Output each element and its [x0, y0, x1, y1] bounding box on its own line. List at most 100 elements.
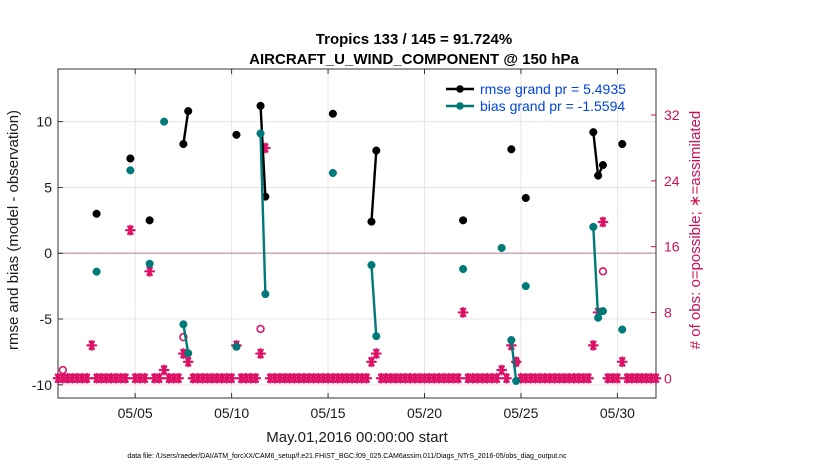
- assimilated-obs-marker: [182, 356, 194, 368]
- y-tick-label: -5: [40, 311, 53, 327]
- rmse-point: [126, 154, 135, 163]
- assimilated-obs-marker: [370, 348, 382, 359]
- assimilated-obs-marker: [650, 372, 662, 384]
- possible-obs-marker: [58, 365, 68, 375]
- x-tick-label: 05/25: [503, 405, 538, 421]
- assimilated-obs-marker: [491, 372, 503, 384]
- footnote: data file: /Users/raeder/DAI/ATM_forcXX/…: [127, 453, 567, 460]
- bias-point: [594, 313, 603, 322]
- series-segment: [592, 132, 600, 176]
- bias-point: [598, 307, 608, 316]
- assimilated-obs-marker: [86, 339, 98, 351]
- rmse-point: [372, 146, 381, 155]
- legend-bias-label: bias grand pr = -1.5594: [480, 98, 625, 114]
- series-segment: [370, 150, 378, 222]
- bias-point: [261, 289, 270, 299]
- y2-tick-label: 32: [664, 107, 680, 123]
- assimilated-obs-marker: [81, 372, 93, 384]
- assimilated-obs-marker: [452, 372, 464, 384]
- rmse-point: [367, 217, 376, 226]
- series-segment: [259, 105, 267, 197]
- legend-marker: [456, 85, 464, 93]
- bias-point: [459, 264, 468, 274]
- bias-point: [256, 129, 265, 138]
- assimilated-obs-marker: [139, 372, 151, 384]
- assimilated-obs-marker: [583, 372, 594, 384]
- bias-point: [521, 282, 530, 291]
- y-tick-label: 0: [44, 245, 52, 261]
- y2-tick-label: 16: [664, 239, 680, 255]
- series-segment: [370, 265, 378, 337]
- rmse-point: [328, 109, 337, 118]
- rmse-point: [92, 209, 101, 218]
- bias-point: [92, 267, 101, 276]
- rmse-point: [459, 216, 468, 225]
- bias-point: [497, 243, 506, 253]
- bias-point: [512, 376, 521, 385]
- chart-subtitle: AIRCRAFT_U_WIND_COMPONENT @ 150 hPa: [249, 51, 579, 68]
- bias-point: [618, 325, 627, 334]
- y-tick-label: 10: [36, 114, 52, 130]
- assimilated-obs-marker: [250, 372, 262, 384]
- rmse-point: [589, 128, 598, 137]
- x-tick-label: 05/20: [407, 405, 442, 421]
- assimilated-obs-marker: [158, 364, 170, 376]
- assimilated-obs-marker: [255, 348, 266, 359]
- assimilated-obs-marker: [144, 265, 156, 277]
- y-tick-label: -10: [32, 377, 52, 393]
- series-segment: [592, 226, 600, 318]
- assimilated-obs-marker: [120, 372, 131, 384]
- assimilated-obs-marker: [501, 372, 512, 384]
- assimilated-obs-marker: [612, 372, 623, 384]
- series-segment: [182, 324, 190, 354]
- x-tick-label: 05/10: [214, 405, 249, 421]
- rmse-point: [184, 107, 193, 116]
- rmse-point: [256, 101, 265, 110]
- x-tick-label: 05/15: [311, 405, 346, 421]
- assimilated-obs-marker: [496, 364, 508, 376]
- assimilated-obs-marker: [597, 216, 609, 228]
- y-axis-label: rmse and bias (model - observation): [5, 110, 22, 350]
- possible-obs-marker: [256, 324, 265, 334]
- assimilated-obs-marker: [124, 224, 136, 236]
- bias-point: [589, 222, 598, 231]
- possible-obs-marker: [179, 332, 188, 342]
- bias-point: [145, 259, 154, 268]
- assimilated-obs-marker: [366, 356, 377, 368]
- assimilated-obs-marker: [173, 372, 184, 384]
- series-segment: [510, 339, 518, 382]
- bias-point: [328, 168, 337, 178]
- plot-frame: [57, 68, 657, 399]
- assimilated-obs-marker: [226, 372, 238, 384]
- bias-point: [179, 320, 188, 329]
- bias-point: [160, 117, 169, 126]
- rmse-point: [507, 145, 516, 154]
- data-series: [92, 101, 627, 385]
- rmse-point: [598, 161, 608, 170]
- axes: 05/05 05/10 05/15 05/20 05/25 05/30 -10 -5 0 5 10 0…: [32, 68, 680, 421]
- rmse-point: [232, 130, 241, 139]
- series-segment: [182, 110, 190, 145]
- rmse-point: [521, 193, 530, 203]
- possible-obs-marker: [598, 267, 608, 276]
- bias-point: [232, 342, 241, 351]
- bias-point: [126, 166, 135, 175]
- chart-title: Tropics 133 / 145 = 91.724%: [316, 31, 512, 48]
- x-axis-label: May.01,2016 00:00:00 start: [266, 429, 448, 446]
- assimilated-obs-marker: [361, 372, 373, 384]
- legend-rmse-label: rmse grand pr = 5.4935: [480, 81, 626, 97]
- rmse-point: [145, 216, 154, 225]
- legend-marker: [456, 102, 464, 110]
- x-tick-label: 05/30: [600, 405, 635, 421]
- assimilated-obs-marker: [616, 356, 628, 368]
- series-segment: [259, 133, 267, 295]
- y2-axis-label: # of obs: o=possible; ∗=assimilated: [687, 111, 704, 350]
- rmse-point: [179, 139, 188, 149]
- y2-tick-label: 24: [664, 173, 680, 189]
- obs-count-markers: [52, 142, 662, 384]
- assimilated-obs-marker: [457, 307, 469, 318]
- rmse-series: [92, 101, 627, 226]
- bias-point: [367, 261, 376, 270]
- bias-series: [92, 117, 627, 385]
